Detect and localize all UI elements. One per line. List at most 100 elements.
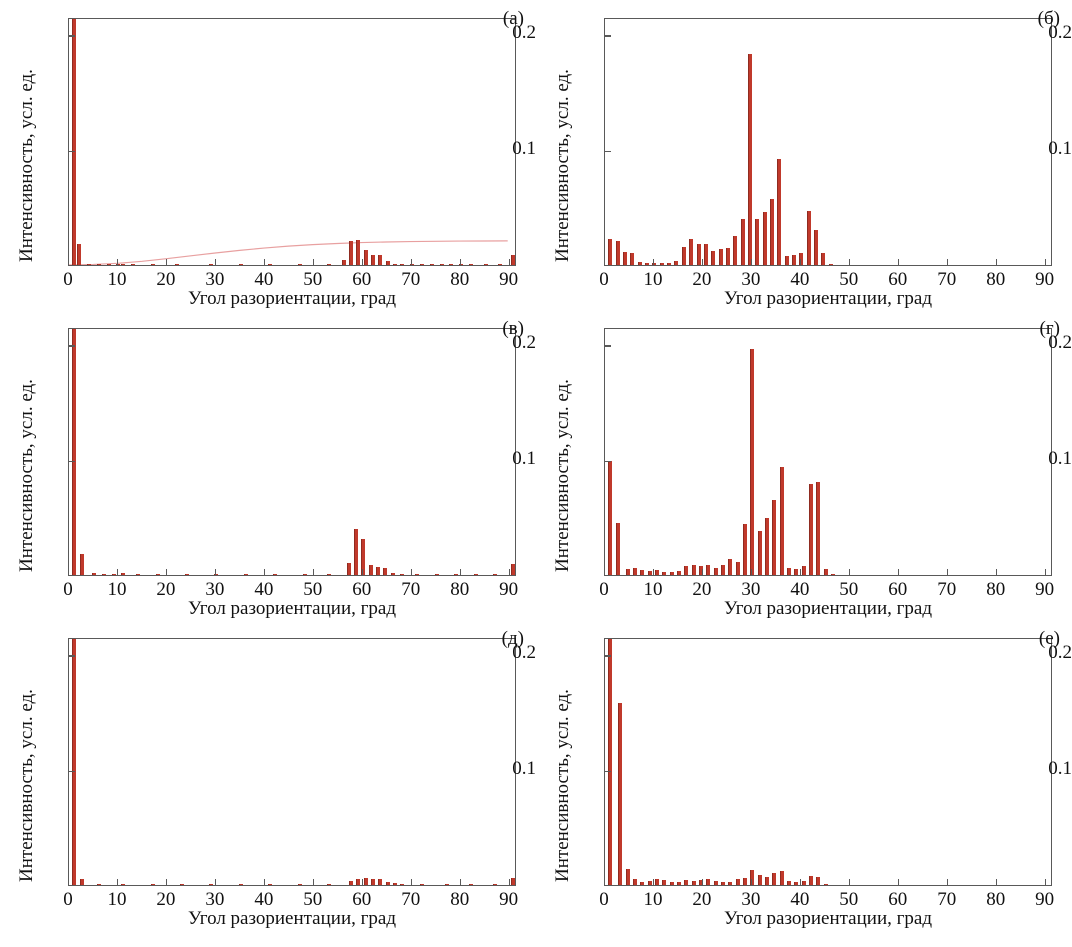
x-tick-mark — [897, 259, 900, 266]
x-tick-label: 60 — [888, 889, 908, 910]
panel-label-g: (г) — [1039, 318, 1060, 339]
histogram-bar — [349, 880, 354, 885]
y-tick-mark — [604, 345, 611, 347]
histogram-bar — [630, 252, 635, 265]
histogram-bar — [676, 571, 681, 575]
x-tick-label: 90 — [499, 579, 519, 600]
x-tick-label: 30 — [741, 269, 761, 290]
histogram-bar — [647, 880, 652, 885]
y-tick-label: 0.2 — [1048, 22, 1072, 44]
histogram-bar — [662, 880, 667, 885]
x-tick-label: 60 — [352, 889, 372, 910]
histogram-bar — [608, 639, 613, 885]
histogram-bar — [625, 869, 630, 885]
y-axis-title-b: Интенсивность, усл. ед. — [552, 69, 573, 262]
x-tick-label: 20 — [692, 579, 712, 600]
histogram-bar — [420, 884, 425, 885]
histogram-bar — [510, 878, 515, 885]
x-axis-title-b: Угол разориентации, град — [723, 288, 933, 309]
histogram-bar — [439, 264, 444, 265]
x-tick-label: 20 — [156, 579, 176, 600]
histogram-bar — [326, 574, 331, 575]
x-tick-mark — [312, 259, 315, 266]
x-tick-mark — [750, 259, 753, 266]
x-tick-label: 10 — [107, 579, 127, 600]
x-tick-label: 40 — [254, 269, 274, 290]
x-tick-label: 50 — [839, 579, 859, 600]
histogram-bar — [828, 264, 833, 265]
histogram-bar — [662, 571, 667, 575]
histogram-bar — [393, 883, 398, 885]
x-tick-mark — [508, 569, 511, 576]
histogram-bar — [632, 878, 637, 885]
histogram-bar — [121, 572, 126, 575]
histogram-bar — [87, 263, 92, 265]
histogram-bar — [615, 522, 620, 575]
histogram-bar — [238, 264, 243, 265]
x-tick-mark — [410, 569, 413, 576]
histogram-bar — [111, 574, 116, 575]
x-tick-mark — [361, 879, 364, 886]
x-tick-mark — [750, 569, 753, 576]
histogram-bar — [647, 570, 652, 575]
x-tick-label: 40 — [790, 889, 810, 910]
plot-frame-d — [68, 638, 516, 886]
histogram-bar — [297, 884, 302, 885]
histogram-bar — [273, 574, 278, 575]
histogram-bar — [349, 241, 354, 265]
histogram-bar — [356, 879, 361, 885]
histogram-bar — [831, 574, 836, 575]
x-tick-label: 40 — [254, 579, 274, 600]
histogram-bar — [473, 574, 478, 575]
y-tick-label: 0.1 — [1048, 137, 1072, 159]
x-tick-mark — [263, 879, 266, 886]
histogram-bar — [150, 264, 155, 265]
histogram-bar — [632, 567, 637, 575]
x-tick-label: 60 — [352, 269, 372, 290]
x-axis-title-e: Угол разориентации, град — [723, 908, 933, 929]
x-tick-mark — [165, 569, 168, 576]
y-tick-label: 0.2 — [512, 642, 536, 664]
plot-area-d — [69, 639, 515, 885]
histogram-bar — [823, 883, 828, 885]
histogram-bar — [468, 264, 473, 265]
x-tick-label: 0 — [599, 889, 609, 910]
histogram-bar — [689, 239, 694, 265]
x-tick-label: 50 — [839, 889, 859, 910]
x-tick-mark — [701, 879, 704, 886]
x-tick-label: 50 — [303, 579, 323, 600]
x-tick-mark — [897, 569, 900, 576]
histogram-bar — [77, 243, 82, 265]
histogram-bar — [821, 252, 826, 265]
histogram-bar — [765, 876, 770, 885]
histogram-bar — [765, 518, 770, 575]
plot-frame-v — [68, 328, 516, 576]
histogram-bar — [762, 211, 767, 265]
histogram-bar — [483, 264, 488, 265]
histogram-bar — [400, 264, 405, 265]
chart-panel-v: (в) 0.1 0.2 0 10 20 30 40 50 60 70 80 90 Угол разорие… — [0, 310, 536, 620]
histogram-bar — [449, 264, 454, 265]
chart-panel-a: (а) 0.1 0.2 0 10 20 30 40 50 60 70 80 90 Угол разорие… — [0, 0, 536, 310]
histogram-bar — [121, 264, 126, 265]
x-tick-label: 0 — [599, 579, 609, 600]
x-tick-mark — [799, 569, 802, 576]
x-tick-label: 10 — [643, 889, 663, 910]
y-tick-mark — [604, 35, 611, 37]
histogram-bar — [608, 461, 613, 575]
x-tick-mark — [701, 259, 704, 266]
y-tick-mark — [68, 655, 75, 657]
x-tick-label: 80 — [450, 889, 470, 910]
plot-frame-b — [604, 18, 1052, 266]
histogram-bar — [779, 466, 784, 575]
x-axis-title-d: Угол разориентации, град — [187, 908, 397, 929]
random-distribution-curve-a — [69, 240, 508, 265]
histogram-bar — [510, 564, 515, 575]
histogram-bar — [676, 882, 681, 885]
plot-frame-a — [68, 18, 516, 266]
histogram-bar — [823, 568, 828, 575]
x-tick-label: 90 — [1035, 579, 1055, 600]
y-axis-title-v: Интенсивность, усл. ед. — [16, 379, 37, 572]
histogram-bar — [721, 881, 725, 885]
histogram-bar — [735, 879, 740, 885]
